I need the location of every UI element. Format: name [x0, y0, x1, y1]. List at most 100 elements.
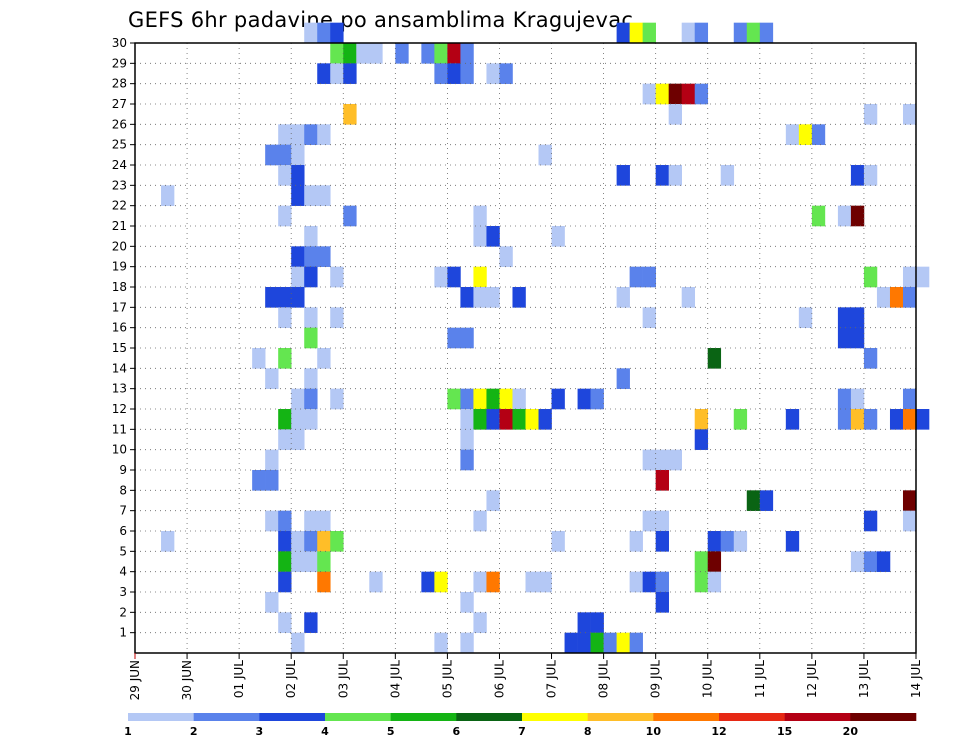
precip-cell	[850, 388, 865, 410]
precip-cell	[785, 531, 800, 552]
precip-cell	[304, 22, 318, 44]
precip-cell	[291, 409, 305, 430]
precip-cell	[707, 551, 722, 572]
legend-label: 20	[843, 725, 859, 738]
precip-cell	[655, 571, 669, 593]
legend-label: 15	[777, 725, 792, 738]
legend-swatch	[784, 713, 851, 721]
precip-cell	[304, 551, 318, 572]
legend-label: 2	[190, 725, 198, 738]
precip-cell	[707, 531, 722, 552]
legend-swatch	[587, 713, 654, 721]
precip-cell	[538, 409, 552, 430]
precip-cell	[161, 531, 175, 552]
y-tick-label: 25	[112, 138, 127, 152]
precip-cell	[434, 266, 448, 288]
y-tick-label: 10	[112, 443, 127, 457]
precip-cell	[655, 592, 669, 613]
precip-cell	[525, 409, 539, 430]
precip-cell	[473, 409, 487, 430]
precip-cell	[473, 287, 487, 308]
ticks-layer: 1234567891011121314151617181920212223242…	[112, 36, 923, 700]
x-tick-label: 12 JUL	[805, 660, 819, 698]
precip-cell	[642, 449, 656, 471]
precip-cell	[278, 287, 292, 308]
precip-cell	[837, 327, 852, 349]
precip-cell	[720, 165, 735, 186]
precip-cell	[863, 348, 878, 369]
legend-swatch	[653, 713, 720, 721]
precip-cell	[642, 510, 656, 532]
precip-cell	[486, 226, 500, 247]
precip-cell	[291, 429, 305, 450]
precip-cell	[655, 165, 669, 186]
precip-cell	[304, 388, 318, 410]
y-tick-label: 26	[112, 117, 127, 131]
precip-cell	[278, 165, 292, 186]
precip-cell	[291, 287, 305, 308]
precip-cell	[590, 612, 604, 633]
precip-cell	[850, 409, 865, 430]
legend-swatch	[850, 713, 917, 721]
precip-cell	[564, 632, 578, 654]
precip-cell	[733, 531, 748, 552]
precip-cell	[850, 205, 865, 227]
precip-cell	[629, 632, 643, 654]
precip-cell	[304, 266, 318, 288]
precip-cell	[460, 429, 474, 450]
precip-cell	[863, 510, 878, 532]
precip-cell	[746, 490, 761, 511]
precip-cell	[460, 43, 474, 64]
y-tick-label: 7	[119, 504, 127, 518]
precip-cell	[811, 124, 826, 145]
precip-cell	[460, 409, 474, 430]
precip-cell	[317, 124, 331, 145]
precip-cell	[278, 205, 292, 227]
precip-cell	[447, 266, 461, 288]
precip-cell	[304, 327, 318, 349]
precip-cell	[265, 144, 279, 166]
precip-cell	[291, 144, 305, 166]
precip-cell	[291, 551, 305, 572]
precip-cell	[447, 43, 461, 64]
y-tick-label: 24	[112, 158, 127, 172]
precip-cell	[330, 307, 344, 328]
precip-cell	[460, 63, 474, 84]
precip-cell	[317, 185, 331, 206]
precip-cell	[902, 409, 917, 430]
precip-cell	[278, 124, 292, 145]
y-tick-label: 12	[112, 402, 127, 416]
precip-cell	[655, 510, 669, 532]
precip-cell	[304, 124, 318, 145]
legend-label: 1	[124, 725, 132, 738]
precip-cell	[694, 83, 709, 105]
precip-cell	[330, 43, 344, 64]
precip-cell	[499, 63, 513, 84]
y-tick-label: 13	[112, 382, 127, 396]
precip-cell	[551, 531, 565, 552]
precip-cell	[330, 388, 344, 410]
x-tick-label: 10 JUL	[701, 660, 715, 698]
legend-swatch	[325, 713, 391, 721]
precip-cell	[317, 571, 331, 593]
precip-cell	[577, 612, 591, 633]
precip-cell	[863, 409, 878, 430]
precip-cell	[707, 571, 722, 593]
precip-cell	[512, 287, 526, 308]
y-tick-label: 21	[112, 219, 127, 233]
precip-cell	[616, 165, 630, 186]
precip-cell	[759, 22, 774, 44]
precip-cell	[317, 246, 331, 267]
precip-cell	[317, 551, 331, 572]
x-tick-label: 09 JUL	[649, 660, 663, 698]
precip-cell	[616, 368, 630, 389]
precip-cell	[538, 571, 552, 593]
precip-cell	[278, 612, 292, 633]
precip-cell	[746, 22, 761, 44]
precip-cell	[629, 531, 643, 552]
precip-cell	[460, 449, 474, 471]
y-tick-label: 1	[119, 626, 127, 640]
precip-cell	[460, 327, 474, 349]
precip-cell	[460, 592, 474, 613]
precip-cell	[486, 409, 500, 430]
